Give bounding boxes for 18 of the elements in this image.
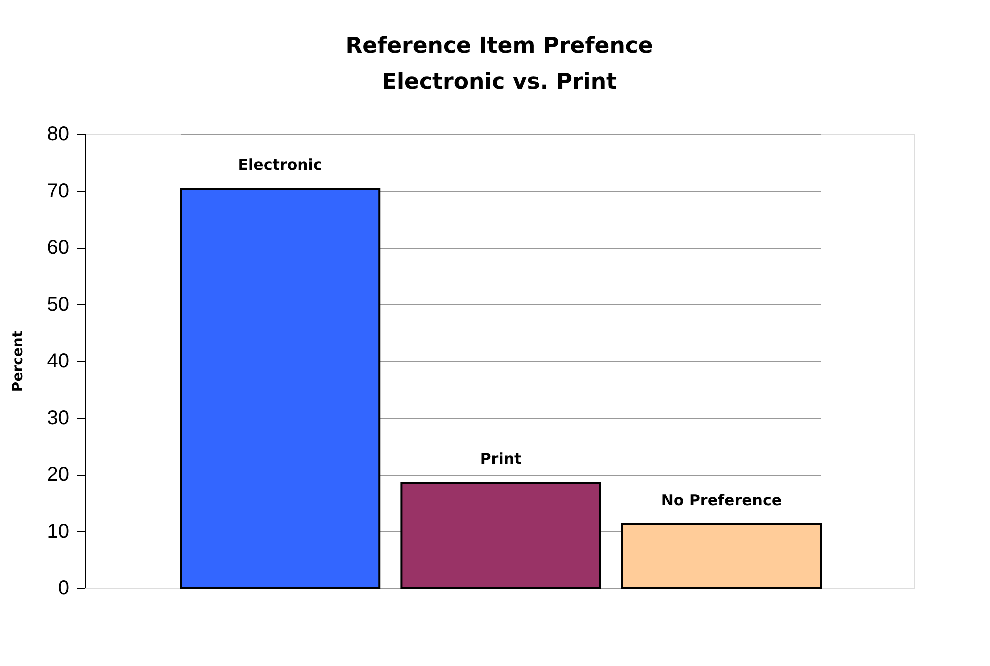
- bar: [400, 482, 602, 589]
- x-tick-label: No Preference: [661, 491, 782, 510]
- x-tick-label: Print: [480, 450, 522, 468]
- bar: [180, 188, 381, 589]
- y-tick-label: 10: [47, 520, 70, 543]
- chart-title: Reference Item Prefence: [346, 34, 654, 59]
- chart-subtitle: Electronic vs. Print: [382, 70, 618, 95]
- y-tick-label: 60: [47, 237, 70, 259]
- y-tick-label: 20: [47, 464, 70, 486]
- y-axis-title: Percent: [10, 330, 26, 392]
- bar: [621, 523, 822, 589]
- y-tick-label: 50: [47, 294, 70, 316]
- y-tick-label: 30: [47, 407, 70, 430]
- y-tick-label: 0: [58, 578, 70, 600]
- y-tick-label: 80: [47, 124, 70, 146]
- y-tick-label: 70: [47, 180, 70, 202]
- x-tick-label: Electronic: [238, 156, 322, 174]
- y-tick-label: 40: [47, 350, 70, 372]
